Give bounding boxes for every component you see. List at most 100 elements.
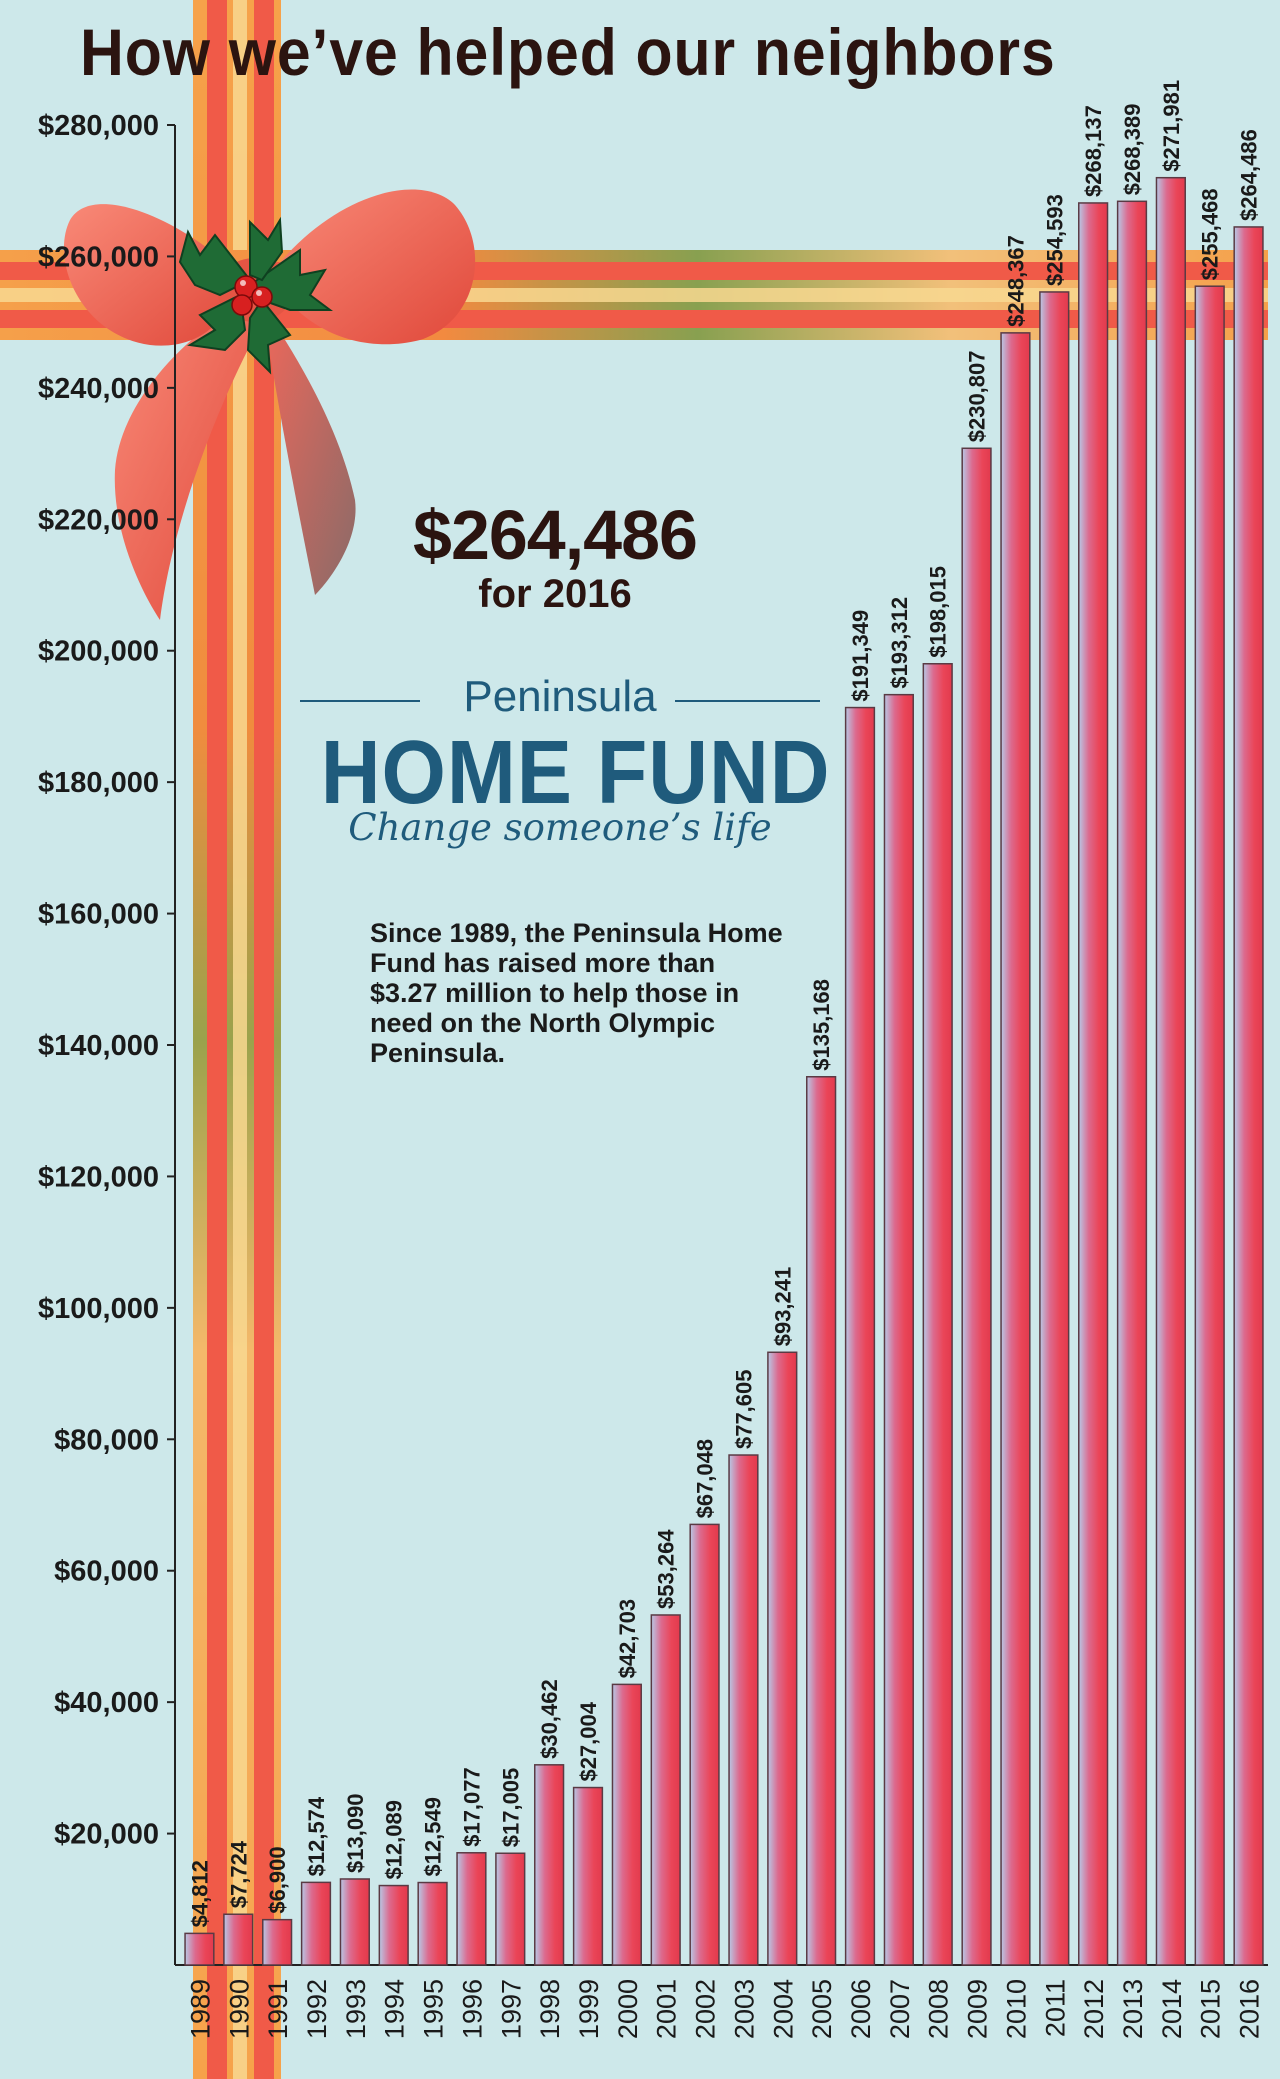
logo-rule-left	[300, 700, 420, 702]
value-label-1993: $13,090	[343, 1793, 368, 1873]
bar-2009	[961, 447, 992, 1966]
home-fund-logo: Peninsula HOME FUND Change someone’s lif…	[300, 670, 831, 860]
x-tick-label-2010: 2010	[1001, 1979, 1031, 2039]
bar-2005	[806, 1076, 837, 1966]
x-tick-label-2005: 2005	[807, 1979, 837, 2039]
bar-1993	[339, 1878, 370, 1966]
bar-2013	[1116, 200, 1148, 1966]
x-tick-label-2014: 2014	[1157, 1979, 1187, 2039]
bar-2016	[1233, 226, 1264, 1966]
value-label-2012: $268,137	[1081, 105, 1106, 197]
summary-text: Since 1989, the Peninsula Home Fund has …	[370, 918, 783, 1068]
holly-decoration	[178, 216, 333, 375]
bar-2008	[922, 663, 953, 1966]
y-tick-label: $80,000	[54, 1424, 159, 1456]
y-tick-label: $280,000	[38, 110, 159, 142]
value-label-1996: $17,077	[459, 1767, 484, 1847]
bar-1995	[417, 1881, 448, 1966]
x-tick-label-1994: 1994	[380, 1979, 410, 2039]
y-tick-label: $220,000	[38, 504, 159, 536]
value-label-2006: $191,349	[848, 610, 873, 702]
x-tick-label-1998: 1998	[535, 1979, 565, 2039]
bar-2002	[689, 1523, 720, 1966]
value-label-2009: $230,807	[965, 351, 990, 443]
x-tick-label-1992: 1992	[302, 1979, 332, 2039]
logo-name-main: HOME FUND	[320, 723, 831, 823]
value-label-2007: $193,312	[887, 597, 912, 689]
value-label-2000: $42,703	[615, 1599, 640, 1679]
y-tick-label: $20,000	[54, 1819, 159, 1851]
bar-2007	[883, 693, 914, 1966]
value-label-2003: $77,605	[731, 1369, 756, 1449]
headline-amount: $264,486	[413, 496, 698, 574]
value-label-2016: $264,486	[1237, 129, 1262, 221]
y-axis-ticks: $20,000 $40,000 $60,000 $80,000 $100,000 $120…	[38, 110, 175, 1851]
value-label-2013: $268,389	[1120, 104, 1145, 196]
value-label-2011: $254,593	[1042, 194, 1067, 286]
x-tick-label-2007: 2007	[885, 1979, 915, 2039]
y-tick-label: $240,000	[38, 373, 159, 405]
bar-2003	[728, 1454, 759, 1966]
bar-2012	[1078, 202, 1109, 1966]
x-tick-label-1999: 1999	[574, 1979, 604, 2039]
x-tick-label-2003: 2003	[729, 1979, 759, 2039]
value-label-2010: $248,367	[1003, 235, 1028, 327]
bar-2006	[844, 706, 876, 1966]
bar-1999	[572, 1786, 604, 1966]
value-label-1994: $12,089	[382, 1800, 407, 1880]
bar-1994	[378, 1884, 409, 1966]
bar-1996	[456, 1852, 487, 1966]
value-label-2002: $67,048	[693, 1439, 718, 1519]
value-label-1998: $30,462	[537, 1679, 562, 1759]
x-tick-label-1990: 1990	[224, 1979, 254, 2039]
y-tick-label: $160,000	[38, 899, 159, 931]
bar-2011	[1039, 291, 1070, 1966]
x-tick-label-2006: 2006	[846, 1979, 876, 2039]
bar-1998	[534, 1764, 565, 1966]
y-tick-label: $180,000	[38, 767, 159, 799]
value-label-2004: $93,241	[770, 1267, 795, 1347]
x-tick-label-2004: 2004	[768, 1979, 798, 2039]
chart-title: How we’ve helped our neighbors	[80, 15, 1056, 89]
x-tick-label-2013: 2013	[1118, 1979, 1148, 2039]
bar-1997	[495, 1852, 526, 1966]
logo-rule-right	[675, 700, 820, 702]
value-label-1999: $27,004	[576, 1701, 601, 1781]
value-label-1997: $17,005	[498, 1768, 523, 1848]
value-label-2014: $271,981	[1159, 80, 1184, 172]
bars	[184, 176, 1264, 1966]
x-axis-ticks: 1989 1990 1991 1992 1993 1994 1995 1996 1997 1998…	[185, 1979, 1264, 2039]
y-tick-label: $260,000	[38, 241, 159, 273]
x-tick-label-2012: 2012	[1079, 1979, 1109, 2039]
x-tick-label-2000: 2000	[613, 1979, 643, 2039]
value-label-2008: $198,015	[926, 566, 951, 658]
bar-2000	[611, 1683, 642, 1966]
headline-subtitle: for 2016	[478, 572, 632, 616]
x-tick-label-2008: 2008	[924, 1979, 954, 2039]
value-label-2001: $53,264	[654, 1529, 679, 1609]
bar-2015	[1194, 285, 1225, 1966]
value-label-2015: $255,468	[1198, 188, 1223, 280]
bar-2010	[1000, 332, 1031, 1966]
x-tick-label-1997: 1997	[496, 1979, 526, 2039]
logo-name-top: Peninsula	[463, 672, 657, 721]
bar-1991	[262, 1918, 293, 1966]
x-tick-label-1991: 1991	[263, 1979, 293, 2039]
logo-tagline: Change someone’s life	[348, 806, 772, 849]
y-tick-label: $200,000	[38, 636, 159, 668]
x-tick-label-1989: 1989	[185, 1979, 215, 2039]
bar-2004	[767, 1351, 798, 1966]
value-label-2005: $135,168	[809, 979, 834, 1071]
x-tick-label-1995: 1995	[419, 1979, 449, 2039]
x-tick-label-2001: 2001	[652, 1979, 682, 2039]
bar-1990	[223, 1913, 254, 1966]
value-label-1989: $4,812	[187, 1860, 212, 1927]
bar-1992	[300, 1881, 332, 1966]
x-tick-label-1993: 1993	[341, 1979, 371, 2039]
x-tick-label-1996: 1996	[457, 1979, 487, 2039]
y-tick-label: $40,000	[54, 1687, 159, 1719]
value-label-1995: $12,549	[421, 1797, 446, 1877]
value-labels: $4,812 $7,724 $6,900 $12,574 $13,090 $12,089 $…	[187, 80, 1261, 1927]
x-tick-label-2011: 2011	[1040, 1979, 1070, 2037]
